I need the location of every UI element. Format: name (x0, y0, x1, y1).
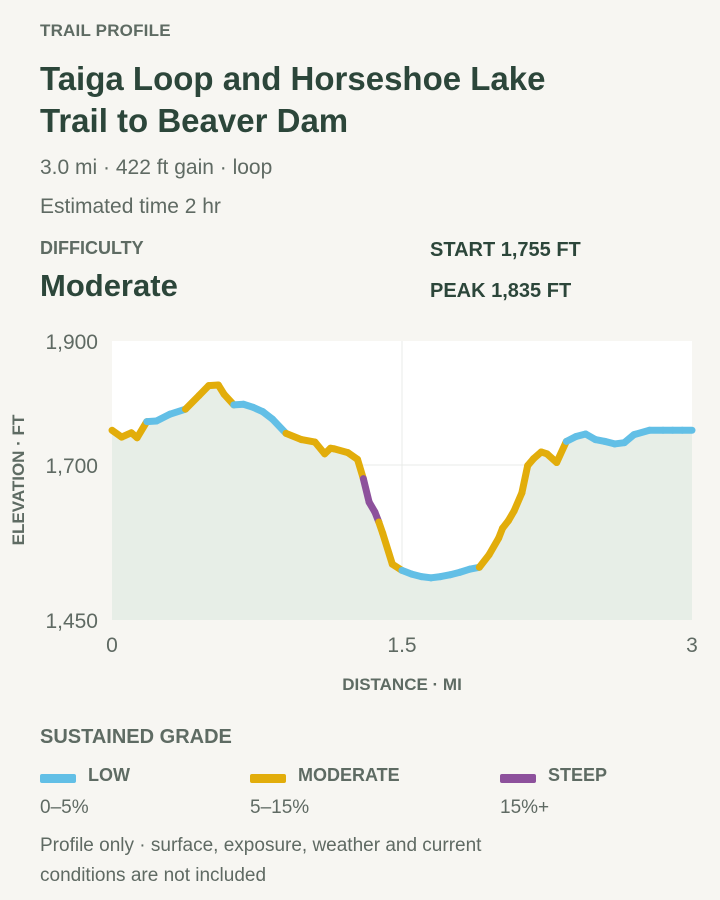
trail-stats: 3.0 mi · 422 ft gain · loop (40, 156, 273, 179)
legend-swatch-steep (500, 774, 536, 783)
y-axis-label: ELEVATION · FT (9, 414, 28, 545)
estimated-time: Estimated time 2 hr (40, 195, 221, 218)
line-segment-moderate (553, 437, 570, 467)
legend-swatch-low (40, 774, 76, 783)
trail-title: Taiga Loop and Horseshoe Lake Trail to B… (40, 60, 546, 139)
legend-range-low: 0–5% (40, 797, 89, 818)
legend-label-low: LOW (88, 765, 130, 785)
x-axis-label: DISTANCE · MI (342, 675, 462, 694)
x-axis-ticks: 0 1.5 3 (106, 634, 698, 657)
legend-title: SUSTAINED GRADE (40, 726, 232, 748)
x-tick-label: 3 (686, 634, 698, 657)
elevation-area (112, 385, 692, 620)
legend-range-steep: 15%+ (500, 797, 550, 818)
legend-swatch-moderate (250, 774, 286, 783)
y-tick-label: 1,450 (45, 610, 98, 633)
footnote: Profile only · surface, exposure, weathe… (40, 835, 482, 886)
eyebrow-label: TRAIL PROFILE (40, 21, 171, 40)
difficulty-value: Moderate (40, 268, 178, 303)
peak-elevation: PEAK 1,835 FT (430, 280, 572, 302)
start-elevation: START 1,755 FT (430, 239, 581, 261)
elevation-line (108, 381, 696, 582)
x-tick-label: 1.5 (387, 634, 416, 657)
line-segment-moderate (518, 462, 532, 497)
difficulty-label: DIFFICULTY (40, 238, 144, 258)
legend-label-steep: STEEP (548, 765, 608, 785)
line-segment-steep (359, 475, 373, 506)
legend-label-moderate: MODERATE (298, 765, 400, 785)
legend-range-moderate: 5–15% (250, 797, 310, 818)
x-tick-label: 0 (106, 634, 118, 657)
line-segment-moderate (379, 529, 396, 568)
y-tick-label: 1,900 (45, 331, 98, 354)
y-axis-ticks: 1,450 1,700 1,900 (45, 331, 98, 633)
y-tick-label: 1,700 (45, 455, 98, 478)
